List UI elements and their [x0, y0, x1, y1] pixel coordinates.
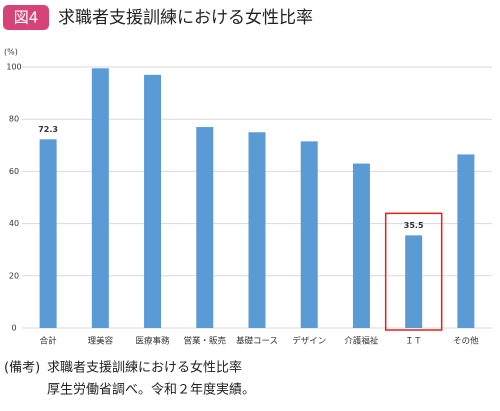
y-tick-label: 80 [9, 115, 19, 124]
x-tick-label: ＩＴ [405, 337, 422, 347]
bar [352, 163, 370, 328]
y-tick-label: 60 [9, 167, 19, 176]
chart-title: 求職者支援訓練における女性比率 [58, 8, 313, 28]
bar [196, 127, 214, 328]
bar [39, 139, 57, 328]
bar [457, 154, 475, 328]
highlight-box [384, 212, 443, 331]
y-tick-label: 0 [11, 324, 16, 333]
y-tick-label: 20 [9, 271, 19, 280]
x-tick-label: 営業・販売 [184, 336, 227, 347]
bar [91, 68, 109, 329]
bar [248, 132, 266, 328]
y-tick-label: 100 [6, 63, 21, 72]
bar [300, 141, 318, 328]
x-tick-label: デザイン [292, 336, 326, 347]
x-tick-label: その他 [453, 336, 479, 347]
y-unit: (%) [4, 48, 18, 57]
value-label: 72.3 [38, 125, 58, 134]
x-tick-label: 理美容 [88, 336, 114, 347]
note-line: 厚生労働省調べ。令和２年度実績。 [47, 382, 255, 398]
note-label: (備考) [4, 360, 40, 376]
bar [144, 74, 162, 328]
y-tick-label: 40 [9, 219, 19, 228]
x-tick-label: 合計 [40, 336, 58, 347]
x-tick-label: 基礎コース [236, 336, 278, 347]
badge-bg [3, 5, 49, 30]
note-line: 求職者支援訓練における女性比率 [47, 360, 242, 376]
bar [405, 235, 423, 328]
badge: 図4 [14, 9, 39, 27]
value-label: 35.5 [404, 221, 424, 230]
x-tick-label: 介護福祉 [344, 336, 379, 347]
x-tick-label: 医療事務 [136, 336, 171, 347]
